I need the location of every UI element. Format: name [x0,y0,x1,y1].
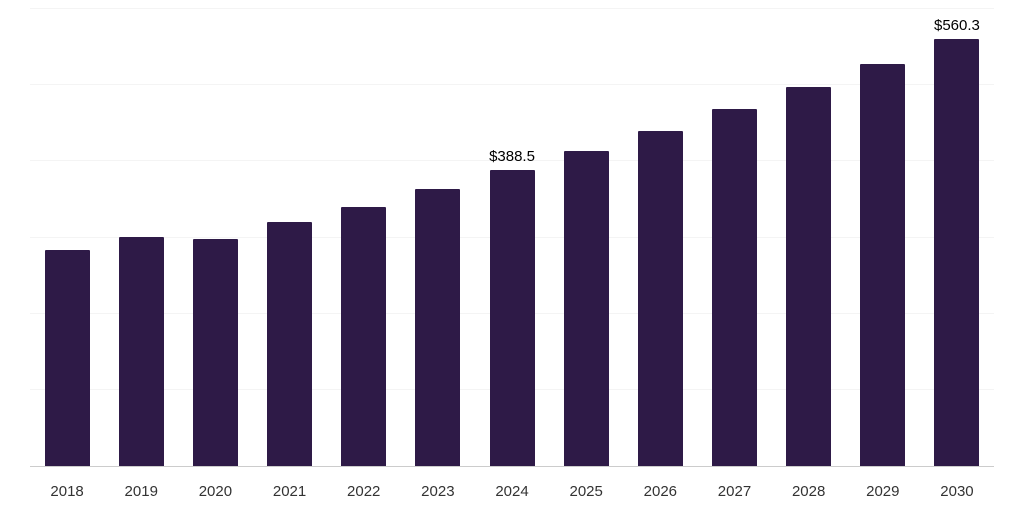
bar-column [30,9,104,466]
x-tick-label: 2023 [421,483,455,500]
bar-2030[interactable] [934,39,980,466]
x-tick-label: 2022 [347,483,381,500]
bar-column [772,9,846,466]
bar-column [401,9,475,466]
bar-2023[interactable] [415,188,461,466]
x-tick-label: 2029 [866,483,900,500]
bar-2028[interactable] [786,86,832,466]
bar-column [697,9,771,466]
bar-value-label: $560.3 [934,17,980,35]
bar-2027[interactable] [711,108,757,466]
x-tick-label: 2019 [124,483,158,500]
x-tick-label: 2020 [198,483,233,500]
bar-2026[interactable] [637,130,683,466]
x-tick-label: 2026 [643,483,678,500]
x-tick-label: 2027 [717,483,752,500]
bar-value-label: $388.5 [489,148,535,166]
bar-2020[interactable] [192,239,238,466]
bar-column [549,9,623,466]
bar-column [327,9,401,466]
bar-column [178,9,252,466]
bar-column: $560.3 [920,9,994,466]
x-tick-label: 2018 [50,483,84,500]
bar-column [846,9,920,466]
bar-column [104,9,178,466]
bar-2024[interactable] [489,170,535,466]
bar-column [623,9,697,466]
bar-2021[interactable] [267,222,313,466]
bar-2019[interactable] [118,236,164,466]
bar-2025[interactable] [563,150,609,466]
bar-2018[interactable] [44,249,90,466]
x-tick-label: 2024 [495,483,529,500]
x-tick-label: 2030 [940,483,974,500]
x-tick-label: 2021 [272,483,307,500]
bar-2022[interactable] [341,207,387,466]
bar-column [252,9,326,466]
bar-column: $388.5 [475,9,549,466]
bar-2029[interactable] [860,63,906,466]
plot-area: $388.5 $560.3 [30,8,994,467]
x-tick-label: 2028 [791,483,826,500]
x-axis-labels: 2018 2019 2020 2021 2022 2023 2024 2025 2026 2027… [30,467,994,512]
x-tick-label: 2025 [569,483,603,500]
